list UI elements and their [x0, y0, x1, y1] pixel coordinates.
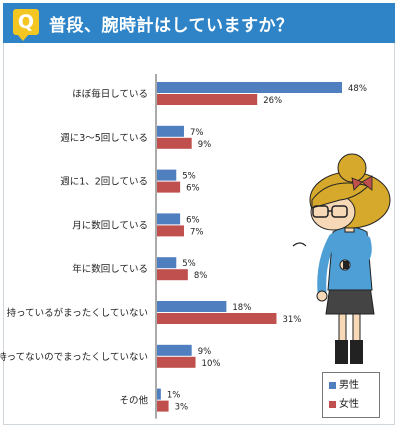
data-label-female: 9% [198, 140, 212, 150]
data-label-male: 1% [167, 391, 181, 401]
bar-male [157, 301, 227, 312]
data-label-male: 7% [190, 128, 204, 138]
bar-male [157, 344, 192, 356]
category-label: 週に3～5回している [60, 132, 148, 144]
data-label-male: 48% [348, 84, 367, 94]
legend-item-male: 男性 [329, 380, 359, 392]
legend: 男性 女性 [322, 372, 380, 418]
bar-male [157, 213, 181, 225]
bars-group: ほぼ毎日している 48% 26% 週に3～5回している 7% 9% 週に1、2回している 5%… [0, 74, 367, 419]
data-label-male: 5% [182, 172, 196, 182]
bar-female [157, 313, 277, 324]
bar-female [157, 137, 192, 149]
data-label-female: 8% [194, 271, 208, 281]
girl-illustration [292, 153, 391, 364]
bar-female [157, 181, 181, 193]
category-label: ほぼ毎日している [72, 88, 148, 100]
category-label: 月に数回している [72, 219, 148, 231]
data-label-female: 26% [263, 96, 282, 106]
data-label-male: 9% [198, 347, 212, 357]
data-label-male: 18% [232, 303, 251, 313]
bar-female [157, 356, 196, 368]
data-label-male: 6% [186, 215, 200, 225]
data-label-female: 3% [175, 403, 189, 413]
bar-female [157, 94, 258, 105]
data-label-female: 31% [282, 315, 301, 325]
question-title: 普段、腕時計はしていますか？ [49, 16, 294, 36]
legend-item-female: 女性 [329, 399, 359, 411]
data-label-male: 5% [182, 259, 196, 269]
legend-swatch-male [329, 381, 336, 389]
category-label: 週に1、2回している [60, 176, 148, 188]
bar-male [157, 169, 177, 181]
bar-female [157, 269, 188, 281]
question-header: Q 普段、腕時計はしていますか？ [3, 3, 395, 43]
data-label-female: 10% [202, 359, 221, 369]
bar-male [157, 82, 342, 93]
legend-label-male: 男性 [339, 380, 359, 391]
data-label-female: 6% [186, 184, 200, 194]
bar-female [157, 225, 184, 237]
bar-male [157, 125, 184, 137]
q-badge-tail [17, 34, 29, 41]
legend-label-female: 女性 [339, 399, 359, 410]
bar-male [157, 257, 177, 269]
category-label: 持ってないのでまったくしていない [0, 351, 148, 363]
q-badge: Q [13, 9, 39, 35]
bar-male [157, 388, 161, 400]
category-label: 年に数回している [72, 263, 148, 275]
legend-swatch-female [329, 400, 336, 408]
category-label: 持っているがまったくしていない [7, 307, 148, 319]
category-label: その他 [119, 395, 148, 407]
bar-female [157, 400, 169, 412]
data-label-female: 7% [190, 227, 204, 237]
